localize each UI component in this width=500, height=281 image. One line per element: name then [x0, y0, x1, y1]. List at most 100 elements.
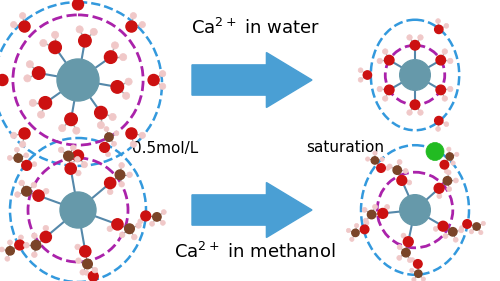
- Circle shape: [139, 132, 145, 139]
- Circle shape: [90, 28, 98, 35]
- Circle shape: [402, 248, 410, 257]
- Circle shape: [364, 221, 369, 225]
- Circle shape: [32, 252, 37, 257]
- Circle shape: [453, 237, 458, 242]
- Circle shape: [57, 59, 99, 101]
- Circle shape: [160, 71, 166, 77]
- Circle shape: [107, 226, 112, 232]
- Circle shape: [350, 237, 354, 241]
- Circle shape: [407, 180, 412, 185]
- Circle shape: [384, 55, 394, 65]
- Circle shape: [403, 169, 408, 173]
- Circle shape: [119, 162, 124, 168]
- Circle shape: [148, 74, 159, 85]
- Circle shape: [438, 221, 448, 231]
- Circle shape: [19, 180, 24, 186]
- Circle shape: [352, 229, 359, 237]
- Circle shape: [122, 92, 130, 99]
- Circle shape: [407, 110, 412, 115]
- Text: Ca$^{2+}$ in water: Ca$^{2+}$ in water: [190, 18, 320, 38]
- Circle shape: [387, 164, 392, 169]
- Circle shape: [40, 231, 52, 243]
- Circle shape: [384, 205, 390, 209]
- Circle shape: [124, 224, 134, 234]
- Circle shape: [88, 271, 98, 281]
- Circle shape: [30, 99, 36, 106]
- Circle shape: [444, 169, 448, 173]
- Circle shape: [444, 23, 448, 28]
- Circle shape: [362, 207, 367, 212]
- FancyArrow shape: [192, 53, 312, 108]
- Circle shape: [65, 113, 78, 126]
- Text: Ca$^{2+}$ in methanol: Ca$^{2+}$ in methanol: [174, 242, 336, 262]
- Circle shape: [100, 142, 110, 152]
- Circle shape: [32, 233, 37, 239]
- Circle shape: [397, 176, 406, 185]
- Circle shape: [84, 270, 89, 275]
- Circle shape: [160, 83, 166, 89]
- Circle shape: [436, 85, 446, 95]
- Circle shape: [10, 21, 17, 28]
- Circle shape: [5, 256, 10, 261]
- Circle shape: [8, 155, 12, 160]
- Circle shape: [130, 141, 136, 148]
- Circle shape: [454, 152, 459, 157]
- Circle shape: [24, 243, 29, 248]
- Circle shape: [418, 35, 423, 40]
- Circle shape: [82, 259, 92, 269]
- Circle shape: [463, 220, 471, 228]
- Circle shape: [120, 232, 125, 238]
- Circle shape: [43, 225, 49, 231]
- Circle shape: [39, 97, 52, 109]
- Circle shape: [418, 110, 423, 115]
- Circle shape: [130, 13, 136, 19]
- Circle shape: [160, 220, 166, 225]
- Circle shape: [400, 60, 430, 90]
- Circle shape: [22, 160, 32, 170]
- Circle shape: [80, 269, 86, 275]
- Circle shape: [434, 226, 438, 231]
- Circle shape: [40, 39, 47, 47]
- Circle shape: [31, 182, 36, 188]
- Circle shape: [60, 192, 96, 228]
- Circle shape: [74, 157, 80, 162]
- Circle shape: [0, 247, 4, 252]
- Circle shape: [371, 157, 378, 164]
- Circle shape: [372, 204, 378, 209]
- Circle shape: [18, 235, 24, 240]
- Circle shape: [75, 244, 80, 250]
- Circle shape: [410, 258, 414, 262]
- Circle shape: [470, 230, 474, 234]
- Circle shape: [15, 240, 24, 250]
- Circle shape: [412, 277, 416, 281]
- Circle shape: [410, 40, 420, 50]
- Circle shape: [446, 187, 452, 191]
- Circle shape: [434, 183, 444, 193]
- Circle shape: [408, 258, 412, 262]
- Circle shape: [448, 58, 453, 64]
- Circle shape: [33, 190, 44, 201]
- Circle shape: [434, 117, 443, 125]
- Circle shape: [443, 176, 452, 185]
- Circle shape: [152, 213, 161, 221]
- Circle shape: [76, 26, 83, 33]
- Circle shape: [440, 160, 448, 169]
- Circle shape: [80, 246, 91, 257]
- Circle shape: [386, 166, 390, 170]
- Circle shape: [421, 277, 426, 281]
- Circle shape: [20, 13, 26, 19]
- Circle shape: [378, 209, 388, 218]
- Circle shape: [446, 170, 451, 175]
- Circle shape: [126, 21, 137, 32]
- Circle shape: [72, 0, 84, 10]
- Circle shape: [70, 145, 76, 151]
- Circle shape: [114, 131, 119, 136]
- Circle shape: [109, 114, 116, 121]
- Circle shape: [346, 228, 350, 233]
- Circle shape: [400, 195, 430, 225]
- Circle shape: [24, 153, 28, 158]
- Circle shape: [112, 42, 118, 49]
- Circle shape: [481, 221, 486, 226]
- Circle shape: [364, 218, 368, 223]
- Circle shape: [414, 270, 422, 277]
